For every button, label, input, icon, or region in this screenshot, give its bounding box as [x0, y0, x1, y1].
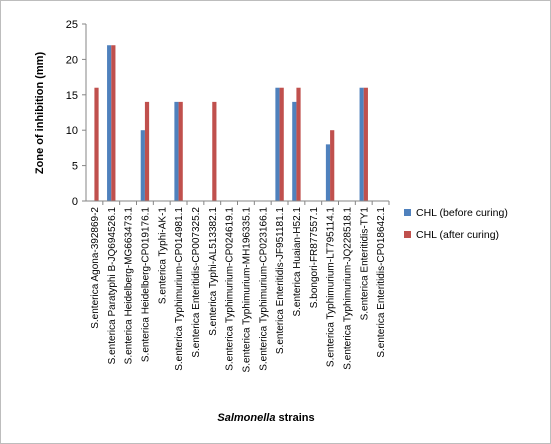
legend-label-before-curing: CHL (before curing): [416, 207, 508, 219]
bar-before-curing: [275, 87, 280, 201]
bar-before-curing: [292, 101, 297, 201]
y-tick-label: 15: [66, 90, 78, 102]
x-axis-title: Salmonella strains: [217, 412, 314, 424]
bar-after-curing: [94, 87, 99, 201]
x-tick-label: S.enterica Heidelberg-MG663473.1: [124, 207, 135, 365]
y-tick-label: 0: [72, 196, 78, 208]
legend-swatch-after-curing: [404, 231, 411, 238]
x-tick-label: S.enterica Typhimurium-MH196335.1: [241, 207, 252, 373]
bar-after-curing: [111, 45, 116, 201]
y-tick-label: 25: [66, 19, 78, 31]
x-tick-label: S.enterica Typhi-AK-1: [157, 207, 168, 305]
x-axis-title-italic: Salmonella: [217, 412, 275, 424]
x-tick-label: S.enterica Typhimurium-JQ228518.1: [342, 207, 353, 370]
x-tick-label: S.enterica Enteritidis-CP007325.2: [191, 207, 202, 358]
x-tick-label: S.enterica Heidelberg-CP019176.1: [140, 207, 151, 363]
plot-area: [94, 45, 368, 201]
legend: CHL (before curing) CHL (after curing): [404, 207, 508, 241]
x-tick-label: S.enterica Enteritidis-JF951181.1: [275, 207, 286, 355]
x-tick-label: S.enterica Huaian-H52.1: [292, 207, 303, 317]
x-axis: S.enterica Agona-392869-2 S.enterica Para…: [86, 200, 390, 373]
x-tick-label: S.enterica Typhimurium-CP024619.1: [225, 207, 236, 371]
bar-before-curing: [140, 130, 145, 201]
x-tick-label: S.enterica Typhimurium-CP014981.1: [174, 207, 185, 371]
bar-before-curing: [325, 144, 331, 201]
legend-swatch-before-curing: [404, 209, 411, 216]
bar-before-curing: [174, 101, 179, 201]
x-axis-title-rest: strains: [275, 412, 314, 424]
bar-after-curing: [363, 87, 368, 201]
x-tick-label: S.enterica Agona-392869-2: [90, 207, 101, 329]
bar-after-curing: [330, 130, 335, 201]
bar-after-curing: [144, 101, 150, 201]
bar-after-curing: [296, 87, 301, 201]
bar-after-curing: [212, 101, 217, 201]
x-tick-label: S.enterica Enteritidis-CP018642.1: [376, 207, 387, 358]
y-axis-title: Zone of inhibition (mm): [34, 52, 46, 175]
y-tick-label: 5: [72, 161, 78, 173]
bar-before-curing: [359, 87, 364, 201]
x-tick-label: S.enterica Typhimurium-LT795114.1: [326, 207, 337, 368]
y-tick-label: 10: [66, 125, 78, 137]
x-tick-label: S.enterica Paratyphi B-JQ694526.1: [107, 207, 118, 365]
y-tick-label: 20: [66, 54, 78, 66]
legend-label-after-curing: CHL (after curing): [416, 229, 499, 241]
bar-after-curing: [279, 87, 284, 201]
bar-after-curing: [178, 101, 183, 201]
x-tick-label: S.enterica Typhi-AL513382.1: [208, 207, 219, 336]
x-tick-label: S.enterica Enteritidis-TY1: [359, 207, 370, 321]
bar-before-curing: [107, 45, 112, 201]
x-tick-label: S.bongori-FR877557.1: [309, 207, 320, 309]
y-axis: 0 5 10 15 20 25: [66, 19, 87, 208]
x-tick-label: S.enterica Typhimurium-CP023166.1: [258, 207, 269, 371]
